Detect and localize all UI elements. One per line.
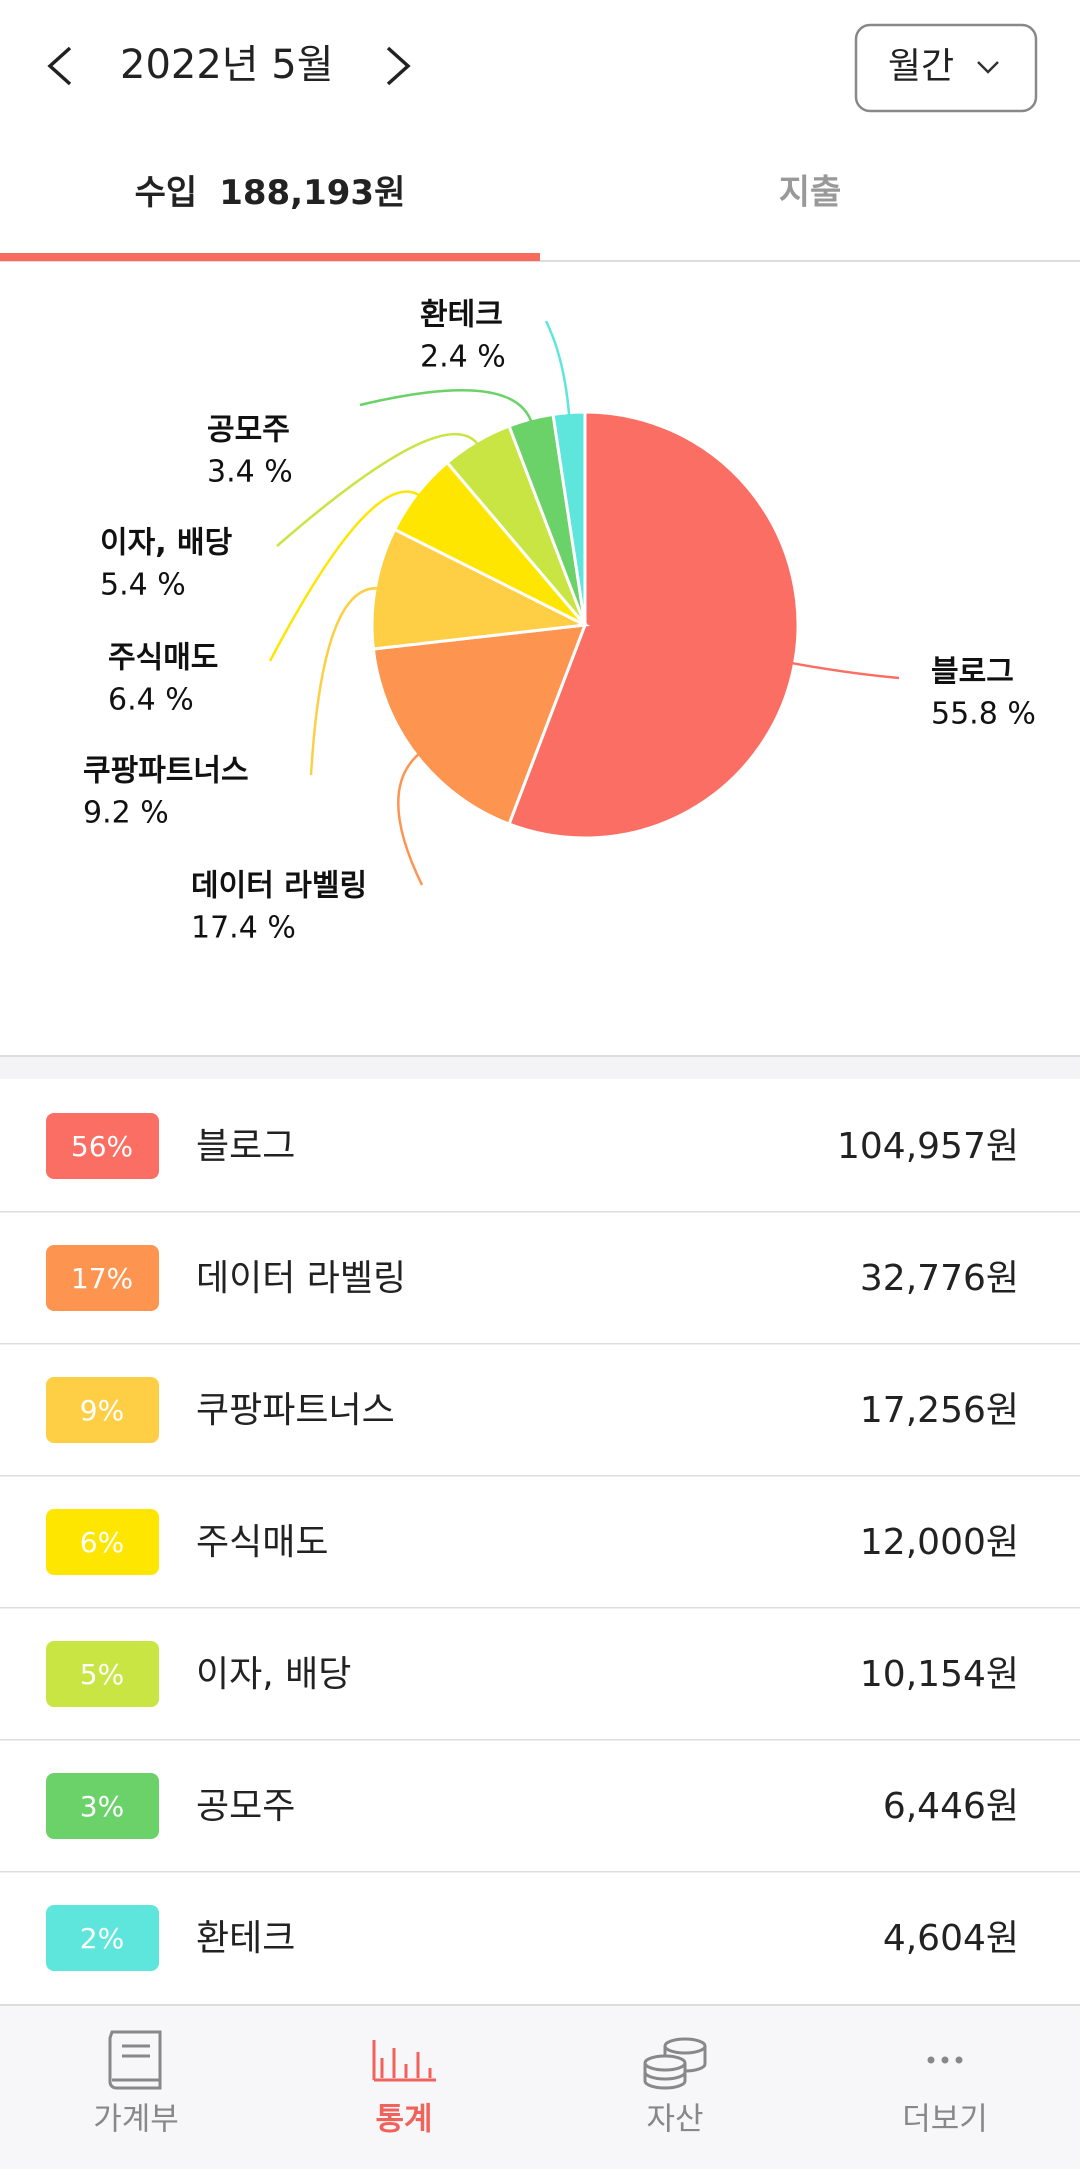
ledger-icon (108, 2030, 162, 2090)
badge-percent: 17% (71, 1262, 133, 1295)
leader-line (268, 490, 424, 662)
bottom-nav (0, 2005, 1080, 2169)
list-row[interactable]: 3% 공모주 6,446원 (46, 1773, 1019, 1839)
leader-line (397, 750, 424, 886)
leader-line (544, 320, 571, 420)
period-dropdown[interactable] (854, 23, 1038, 113)
row-amount: 6,446원 (883, 1786, 1019, 1827)
badge-percent: 2% (80, 1922, 124, 1955)
slice-label: 데이터 라벨링 (191, 869, 367, 904)
row-amount: 17,256원 (860, 1390, 1019, 1431)
more-icon (927, 2056, 963, 2064)
period-label: 월간 (888, 46, 954, 87)
row-divider (0, 1475, 1080, 1477)
prev-month[interactable] (47, 46, 72, 86)
row-divider (0, 1871, 1080, 1873)
slice-label: 주식매도 (108, 641, 218, 676)
list-row[interactable]: 17% 데이터 라벨링 32,776원 (46, 1245, 1019, 1311)
row-amount: 104,957원 (837, 1126, 1019, 1167)
badge (46, 1245, 159, 1311)
row-name: 쿠팡파트너스 (196, 1390, 395, 1431)
slice-percent: 2.4 % (420, 340, 506, 375)
next-month[interactable] (386, 46, 411, 86)
badge (46, 1773, 159, 1839)
separator-line (0, 1055, 1080, 1057)
list-row[interactable]: 56% 블로그 104,957원 (46, 1113, 1019, 1179)
slice-percent: 9.2 % (83, 796, 169, 831)
badge-percent: 9% (80, 1394, 124, 1427)
badge (46, 1905, 159, 1971)
nav-label[interactable]: 더보기 (902, 2102, 988, 2138)
badge-percent: 56% (71, 1130, 133, 1163)
nav-label[interactable]: 통계 (375, 2102, 432, 2138)
row-divider (0, 1211, 1080, 1213)
slice-label: 블로그 (931, 655, 1014, 690)
row-name: 이자, 배당 (196, 1654, 351, 1695)
badge-percent: 6% (80, 1526, 124, 1559)
month-title: 2022년 5월 (120, 42, 334, 88)
nav-labels: 가계부 통계 자산 더보기 (93, 2102, 988, 2138)
list-row[interactable]: 6% 주식매도 12,000원 (46, 1509, 1019, 1575)
nav-label[interactable]: 자산 (646, 2102, 703, 2138)
leader-line (276, 432, 481, 547)
section-separator (0, 1055, 1080, 1079)
income-tab[interactable]: 수입 188,193원 (135, 173, 406, 213)
stats-icon (372, 2040, 436, 2082)
slice-percent: 17.4 % (191, 911, 296, 946)
badge-percent: 5% (80, 1658, 124, 1691)
income-total: 188,193원 (219, 173, 405, 213)
row-amount: 12,000원 (860, 1522, 1019, 1563)
row-amount: 10,154원 (860, 1654, 1019, 1695)
badge (46, 1509, 159, 1575)
pie-chart: 블로그 55.8 % 데이터 라벨링 17.4 % 쿠팡파트너스 9.2 % 주식매도 6.4… (83, 298, 1036, 946)
badge-percent: 3% (80, 1790, 124, 1823)
slice-label: 환테크 (420, 298, 503, 333)
income-tab-label: 수입 (135, 173, 198, 213)
list-row[interactable]: 9% 쿠팡파트너스 17,256원 (46, 1377, 1019, 1443)
row-name: 환테크 (196, 1918, 295, 1959)
row-divider (0, 1343, 1080, 1345)
row-name: 데이터 라벨링 (196, 1258, 406, 1299)
badge (46, 1641, 159, 1707)
badge (46, 1113, 159, 1179)
row-divider (0, 1739, 1080, 1741)
row-divider (0, 1607, 1080, 1609)
leader-line (787, 661, 900, 680)
slice-label: 공모주 (207, 413, 290, 448)
expense-tab[interactable]: 지출 (779, 173, 842, 213)
row-name: 공모주 (196, 1786, 295, 1827)
row-name: 블로그 (196, 1126, 295, 1167)
slice-percent: 3.4 % (207, 455, 293, 490)
row-amount: 4,604원 (883, 1918, 1019, 1959)
slice-percent: 5.4 % (100, 568, 186, 603)
slice-percent: 6.4 % (108, 683, 194, 718)
list-row[interactable]: 5% 이자, 배당 10,154원 (46, 1641, 1019, 1707)
slice-label: 쿠팡파트너스 (83, 754, 249, 789)
nav-icons (108, 2030, 707, 2090)
slice-label: 이자, 배당 (100, 526, 233, 561)
list-row[interactable]: 2% 환테크 4,604원 (46, 1905, 1019, 1971)
nav-label[interactable]: 가계부 (93, 2102, 179, 2138)
slice-percent: 55.8 % (931, 697, 1036, 732)
assets-icon-3 (643, 2046, 707, 2090)
category-list: 56% 블로그 104,957원 17% 데이터 라벨링 32,776원 9% 쿠팡파트너스 1… (0, 1113, 1080, 1971)
row-amount: 32,776원 (860, 1258, 1019, 1299)
nav-divider (0, 2004, 1080, 2006)
leader-line (309, 587, 382, 776)
leader-line (359, 389, 534, 426)
active-tab-indicator (0, 253, 540, 261)
dropdown-chevron (977, 61, 999, 74)
row-name: 주식매도 (196, 1522, 328, 1563)
badge (46, 1377, 159, 1443)
